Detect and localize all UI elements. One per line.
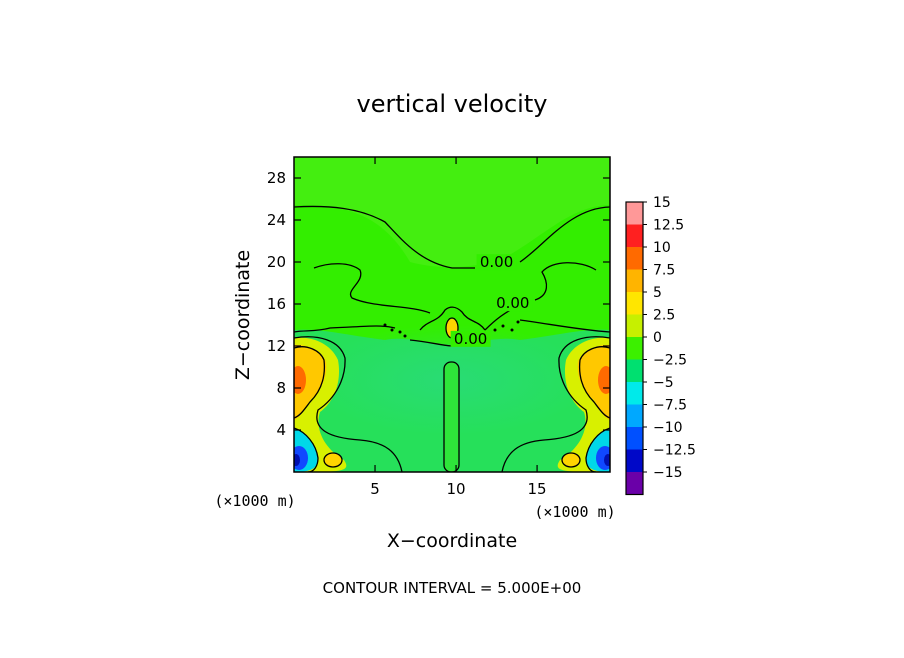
x-unit-left: (×1000 m) — [214, 492, 295, 510]
right-downdraft-center — [604, 454, 610, 466]
colorbar-label: 15 — [653, 195, 671, 211]
x-tick-label: 10 — [447, 480, 466, 498]
colorbar-label: 2.5 — [653, 308, 675, 324]
colorbar-swatch — [626, 202, 643, 225]
colorbar-swatch — [626, 404, 643, 427]
y-tick-label: 16 — [267, 295, 286, 313]
contour-labels: 0.00 0.00 0.00 — [450, 253, 533, 348]
y-tick-label: 20 — [267, 253, 286, 271]
y-tick-label: 24 — [267, 211, 286, 229]
contour-label: 0.00 — [454, 330, 487, 348]
right-updraft-core — [598, 366, 610, 394]
chart-title: vertical velocity — [357, 90, 548, 118]
upper-band — [294, 157, 610, 268]
center-column — [444, 362, 459, 472]
colorbar-label: 0 — [653, 330, 662, 346]
colorbar-frame — [625, 201, 644, 496]
y-tick-label: 28 — [267, 169, 286, 187]
x-tick-label: 5 — [370, 480, 380, 498]
y-tick-label: 12 — [267, 337, 286, 355]
colorbar-swatch — [626, 359, 643, 382]
x-unit-right: (×1000 m) — [534, 503, 615, 521]
colorbar-label: −7.5 — [653, 398, 687, 414]
right-updraft-orange — [577, 344, 610, 420]
colorbar-label: 12.5 — [653, 218, 684, 234]
contour-label-bg — [492, 295, 533, 312]
y-axis-ticks: 4 8 12 16 20 24 28 — [267, 169, 610, 439]
left-downdraft-center — [294, 454, 300, 466]
colorbar-label: 7.5 — [653, 263, 675, 279]
colorbar-swatch — [626, 314, 643, 337]
colorbar-label: −2.5 — [653, 353, 687, 369]
colorbar-swatch — [626, 292, 643, 315]
colorbar-label: −10 — [653, 420, 683, 436]
colorbar-swatch — [626, 427, 643, 450]
contour-label: 0.00 — [480, 253, 513, 271]
colorbar-swatch — [626, 472, 643, 495]
left-small-core — [324, 453, 342, 467]
contour-label-bg — [476, 254, 517, 271]
colorbar-label: 5 — [653, 285, 662, 301]
contour-dots — [383, 320, 520, 338]
contour-interval-footer: CONTOUR INTERVAL = 5.000E+00 — [323, 579, 582, 597]
left-updraft-orange — [294, 344, 327, 420]
plot-frame — [293, 156, 611, 473]
x-axis-label: X−coordinate — [387, 530, 517, 552]
left-updraft-core — [294, 366, 306, 394]
contour-lines — [294, 205, 610, 472]
contour-label-bg — [450, 330, 491, 347]
colorbar-label: −5 — [653, 375, 674, 391]
colorbar-label: −12.5 — [653, 443, 696, 459]
colorbar-swatch — [626, 247, 643, 270]
x-tick-label: 15 — [528, 480, 547, 498]
plot-area: 0.00 0.00 0.00 — [294, 157, 610, 472]
colorbar: 15 12.5 10 7.5 5 2.5 0 −2.5 −5 −7.5 −10 −12.5 −15 — [625, 195, 696, 496]
colorbar-swatch — [626, 382, 643, 405]
contour-label: 0.00 — [496, 294, 529, 312]
x-axis-ticks: 5 10 15 — [370, 157, 547, 498]
y-tick-label: 4 — [276, 421, 286, 439]
colorbar-swatch — [626, 449, 643, 472]
colorbar-swatch — [626, 224, 643, 247]
colorbar-label: 10 — [653, 240, 671, 256]
colorbar-label: −15 — [653, 465, 683, 481]
y-axis-label: Z−coordinate — [232, 250, 254, 380]
colorbar-swatch — [626, 337, 643, 360]
y-tick-label: 8 — [276, 379, 286, 397]
colorbar-swatch — [626, 269, 643, 292]
right-small-core — [562, 453, 580, 467]
